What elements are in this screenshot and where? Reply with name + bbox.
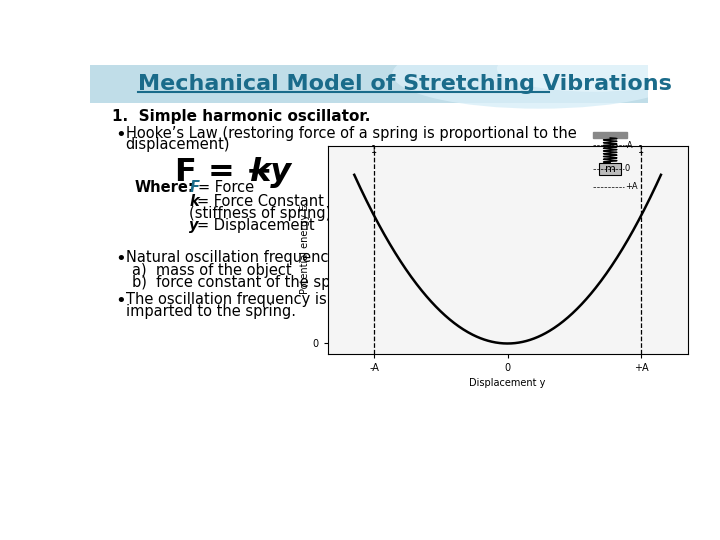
Text: b)  force constant of the spring (bond): b) force constant of the spring (bond) (132, 275, 412, 290)
Bar (593, 132, 627, 138)
Text: -A: -A (625, 140, 634, 150)
Text: displacement): displacement) (126, 137, 230, 152)
Text: F: F (189, 180, 199, 195)
Text: 1: 1 (372, 145, 377, 155)
Text: y: y (189, 218, 199, 233)
Y-axis label: Potential energy E: Potential energy E (300, 205, 310, 294)
Text: m: m (605, 164, 616, 174)
X-axis label: Displacement y: Displacement y (469, 379, 546, 388)
Text: imparted to the spring.: imparted to the spring. (126, 304, 296, 319)
Text: k: k (189, 194, 199, 209)
Text: •: • (116, 249, 126, 268)
Text: •: • (116, 292, 126, 310)
Ellipse shape (497, 45, 690, 92)
Text: ky: ky (249, 157, 291, 188)
Text: Mechanical Model of Stretching Vibrations: Mechanical Model of Stretching Vibration… (138, 74, 672, 94)
Text: +A: +A (625, 182, 637, 191)
Text: = Force Constant: = Force Constant (197, 194, 324, 209)
Text: •: • (116, 126, 126, 144)
Text: 0: 0 (625, 164, 630, 173)
Text: F = −: F = − (175, 157, 273, 188)
Text: a)  mass of the object: a) mass of the object (132, 262, 292, 278)
Text: = Displacement: = Displacement (197, 218, 315, 233)
Text: Where:: Where: (135, 180, 194, 195)
Text: Natural oscillation frequency of a mechanical oscillator depends on:: Natural oscillation frequency of a mecha… (126, 249, 625, 265)
Text: 1: 1 (638, 145, 644, 155)
Text: The oscillation frequency is independent of the amount of energy: The oscillation frequency is independent… (126, 292, 607, 307)
FancyBboxPatch shape (90, 65, 648, 103)
Ellipse shape (392, 39, 687, 109)
Text: Hooke’s Law (restoring force of a spring is proportional to the: Hooke’s Law (restoring force of a spring… (126, 126, 577, 141)
Bar (599, 163, 621, 175)
Text: = Force: = Force (198, 180, 254, 195)
Text: 1.  Simple harmonic oscillator.: 1. Simple harmonic oscillator. (112, 110, 370, 124)
Text: (stiffness of spring): (stiffness of spring) (189, 206, 331, 221)
